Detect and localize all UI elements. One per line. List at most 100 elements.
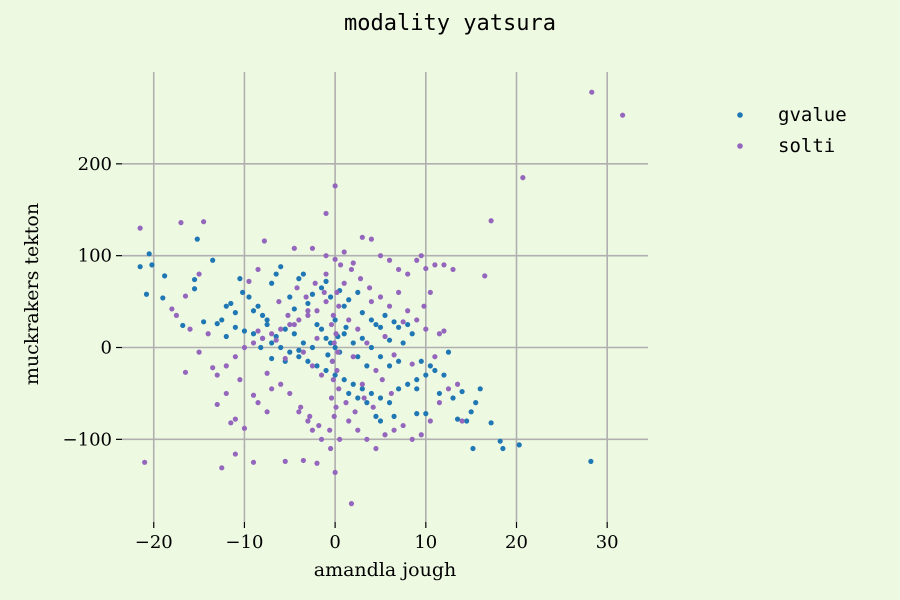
data-point	[379, 377, 385, 383]
data-point	[396, 386, 402, 392]
data-point	[421, 303, 427, 309]
data-point	[210, 257, 216, 263]
data-point	[373, 321, 379, 328]
data-point	[341, 331, 347, 337]
data-point	[305, 312, 311, 318]
data-point	[423, 326, 429, 332]
data-point	[250, 392, 257, 398]
data-point	[589, 89, 595, 95]
data-point	[373, 445, 379, 452]
data-point	[273, 333, 279, 340]
data-point	[459, 388, 465, 395]
x-tick-label: 0	[329, 532, 340, 553]
data-point	[287, 294, 293, 300]
data-point	[269, 280, 275, 286]
data-point	[246, 294, 252, 300]
data-point	[201, 319, 207, 325]
data-point	[355, 427, 361, 433]
data-point	[414, 386, 420, 392]
data-point	[137, 264, 143, 270]
data-point	[373, 367, 379, 374]
data-point	[386, 363, 393, 369]
data-point	[441, 372, 447, 378]
data-point	[409, 361, 415, 367]
data-point	[454, 381, 461, 387]
data-point	[241, 328, 248, 334]
data-point	[327, 445, 334, 452]
data-point	[282, 355, 288, 362]
data-point	[359, 386, 365, 392]
data-point	[445, 386, 452, 392]
data-point	[350, 340, 356, 346]
data-point	[269, 340, 275, 346]
data-point	[318, 372, 325, 378]
data-point	[391, 413, 397, 419]
data-point	[149, 262, 155, 268]
data-point	[346, 390, 352, 397]
data-point	[343, 324, 349, 330]
data-point	[314, 308, 320, 314]
data-point	[436, 400, 443, 406]
data-point	[388, 390, 394, 397]
data-point	[291, 306, 297, 312]
data-point	[328, 395, 335, 401]
data-point	[309, 291, 316, 297]
data-point	[323, 278, 329, 284]
data-point	[436, 331, 443, 337]
data-point	[337, 436, 343, 442]
data-point	[414, 411, 420, 417]
data-point	[237, 377, 243, 383]
data-point	[377, 253, 384, 259]
data-point	[350, 354, 356, 360]
data-point	[348, 266, 355, 273]
data-point	[232, 354, 238, 360]
data-point	[219, 465, 225, 471]
data-point	[291, 245, 297, 251]
data-point	[355, 395, 361, 401]
data-point	[237, 276, 243, 282]
data-point	[228, 300, 234, 307]
grid-lines	[122, 72, 648, 522]
data-point	[261, 238, 267, 244]
data-point	[303, 294, 309, 300]
data-point	[296, 276, 302, 282]
data-point	[146, 251, 152, 257]
data-point	[488, 218, 494, 224]
data-point	[368, 317, 374, 323]
data-point	[334, 367, 340, 374]
data-point	[318, 285, 325, 291]
data-point	[329, 358, 335, 364]
data-point	[396, 358, 402, 364]
data-point	[291, 331, 297, 337]
data-point	[264, 317, 270, 323]
data-point	[382, 312, 388, 318]
data-point	[470, 445, 476, 452]
data-point	[409, 436, 415, 442]
data-point	[405, 381, 411, 387]
data-point	[368, 298, 374, 305]
data-point	[214, 401, 220, 408]
data-point	[137, 225, 143, 231]
data-point	[418, 253, 424, 259]
data-point	[332, 256, 338, 262]
data-point	[273, 271, 279, 277]
data-point	[309, 363, 316, 369]
data-point	[309, 245, 316, 251]
data-point	[312, 280, 318, 286]
data-point	[396, 266, 402, 273]
y-tick-label: −100	[63, 429, 112, 450]
data-point	[196, 271, 202, 277]
data-point	[366, 285, 373, 291]
data-point	[269, 331, 275, 337]
data-point	[497, 438, 503, 444]
data-point	[346, 317, 352, 323]
y-axis-label: muckrakers tekton	[21, 203, 43, 385]
data-point	[405, 271, 411, 277]
data-point	[255, 303, 261, 309]
data-point	[432, 367, 438, 374]
data-point	[364, 436, 370, 442]
data-point	[355, 354, 361, 360]
data-point	[325, 352, 331, 358]
data-point	[323, 367, 329, 374]
